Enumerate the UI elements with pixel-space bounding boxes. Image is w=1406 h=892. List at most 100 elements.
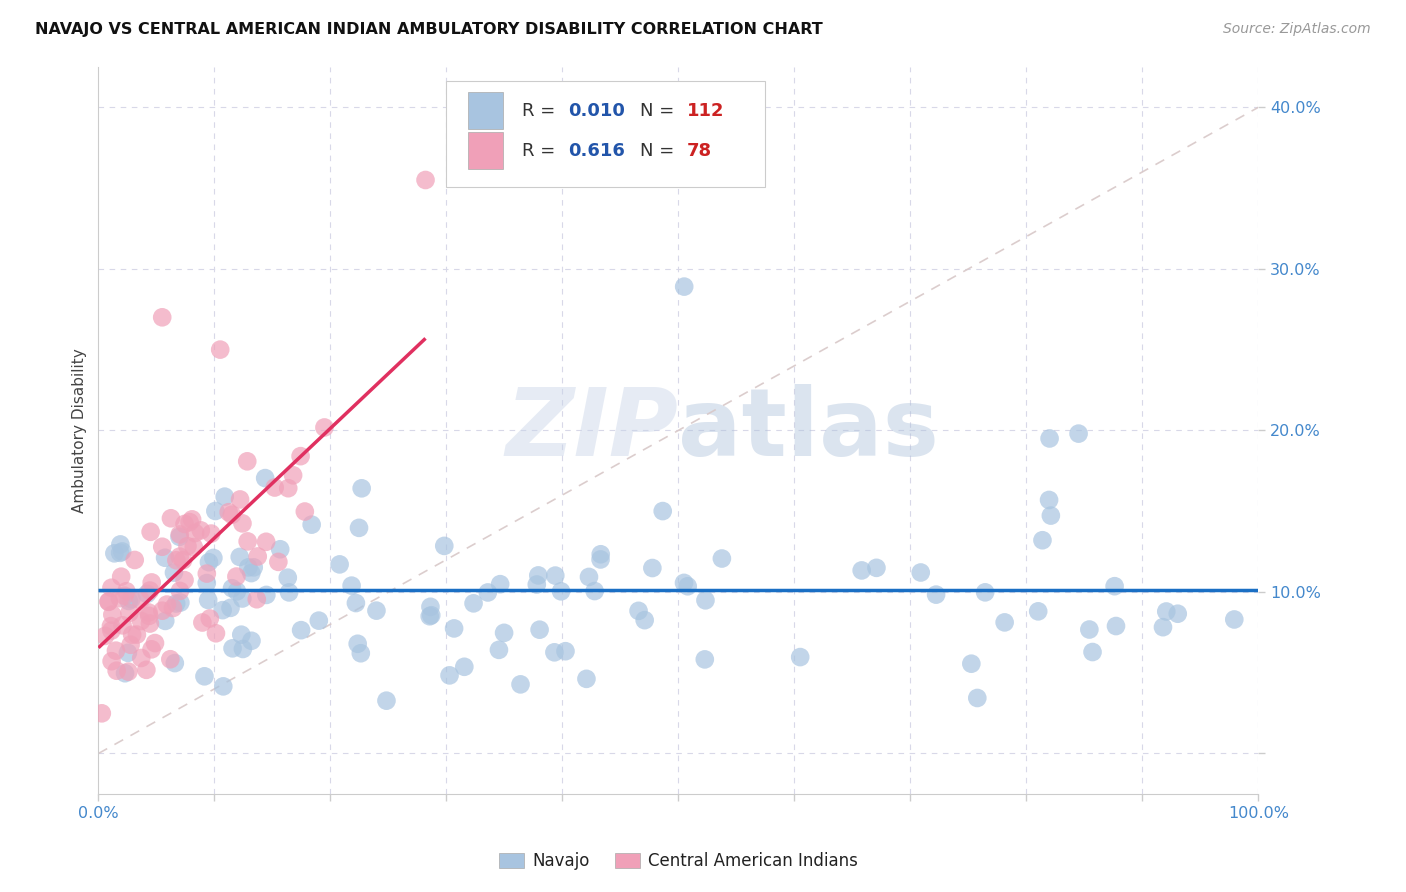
Point [910, 566, 932, 580]
Point [111, 544, 134, 558]
Point [529, 623, 551, 637]
Point [100, 581, 122, 595]
Point [110, 569, 132, 583]
Point [138, 608, 160, 623]
Legend: Navajo, Central American Indians: Navajo, Central American Indians [492, 846, 865, 877]
Point [1067, 426, 1090, 441]
Point [198, 611, 221, 625]
Point [419, 609, 441, 624]
Point [851, 563, 873, 577]
Text: N =: N = [640, 142, 681, 160]
Point [184, 526, 207, 541]
Point [974, 585, 997, 599]
Point [543, 645, 565, 659]
Point [488, 643, 510, 657]
Point [114, 589, 136, 603]
Point [100, 619, 122, 633]
Point [163, 656, 186, 670]
Point [212, 679, 235, 693]
Point [509, 677, 531, 691]
Point [236, 534, 259, 549]
Point [173, 516, 195, 531]
Point [165, 597, 187, 611]
Point [673, 575, 696, 590]
Point [198, 555, 221, 569]
FancyBboxPatch shape [447, 81, 765, 186]
Point [103, 546, 125, 560]
Point [97, 595, 120, 609]
Point [526, 577, 548, 591]
Point [153, 550, 176, 565]
Point [129, 614, 152, 628]
Point [254, 471, 277, 485]
Point [789, 650, 811, 665]
Point [159, 652, 181, 666]
Point [173, 573, 195, 587]
Point [433, 539, 456, 553]
Point [195, 576, 218, 591]
Point [344, 596, 367, 610]
Point [117, 646, 139, 660]
Point [366, 604, 388, 618]
Point [960, 657, 983, 671]
Point [129, 651, 152, 665]
Point [550, 584, 572, 599]
Point [221, 581, 243, 595]
Text: 112: 112 [686, 102, 724, 120]
Point [589, 552, 612, 566]
Point [129, 592, 152, 607]
Point [1078, 623, 1101, 637]
Point [477, 585, 499, 599]
Point [1105, 619, 1128, 633]
Point [169, 596, 191, 610]
Point [200, 526, 222, 541]
Point [218, 505, 240, 519]
Point [966, 690, 988, 705]
Point [453, 660, 475, 674]
Point [527, 568, 550, 582]
Point [246, 549, 269, 564]
Point [232, 642, 254, 657]
Point [240, 566, 263, 580]
Point [190, 524, 212, 538]
Point [254, 588, 277, 602]
Point [111, 618, 134, 632]
Point [143, 636, 166, 650]
Point [589, 547, 612, 561]
Point [202, 550, 225, 565]
Point [925, 588, 948, 602]
Point [226, 584, 249, 599]
Text: R =: R = [522, 142, 561, 160]
Point [710, 551, 733, 566]
Point [443, 622, 465, 636]
Point [463, 596, 485, 610]
Text: atlas: atlas [678, 384, 939, 476]
Point [575, 672, 598, 686]
Point [172, 553, 194, 567]
Point [439, 668, 461, 682]
Point [176, 539, 198, 553]
Point [228, 549, 250, 564]
Point [155, 614, 177, 628]
Point [240, 633, 263, 648]
Point [419, 599, 441, 614]
Point [994, 615, 1017, 630]
Point [415, 173, 437, 187]
Point [120, 638, 142, 652]
Point [100, 624, 122, 638]
Point [544, 568, 567, 582]
Text: NAVAJO VS CENTRAL AMERICAN INDIAN AMBULATORY DISABILITY CORRELATION CHART: NAVAJO VS CENTRAL AMERICAN INDIAN AMBULA… [35, 22, 823, 37]
Point [221, 641, 243, 656]
Point [162, 601, 184, 615]
Point [489, 577, 512, 591]
Text: N =: N = [640, 102, 681, 120]
Point [135, 663, 157, 677]
Point [1223, 612, 1246, 626]
Point [578, 570, 600, 584]
Point [136, 587, 159, 601]
Point [90, 706, 112, 721]
Point [169, 530, 191, 544]
Point [294, 504, 316, 518]
Point [1038, 492, 1060, 507]
Point [263, 481, 285, 495]
